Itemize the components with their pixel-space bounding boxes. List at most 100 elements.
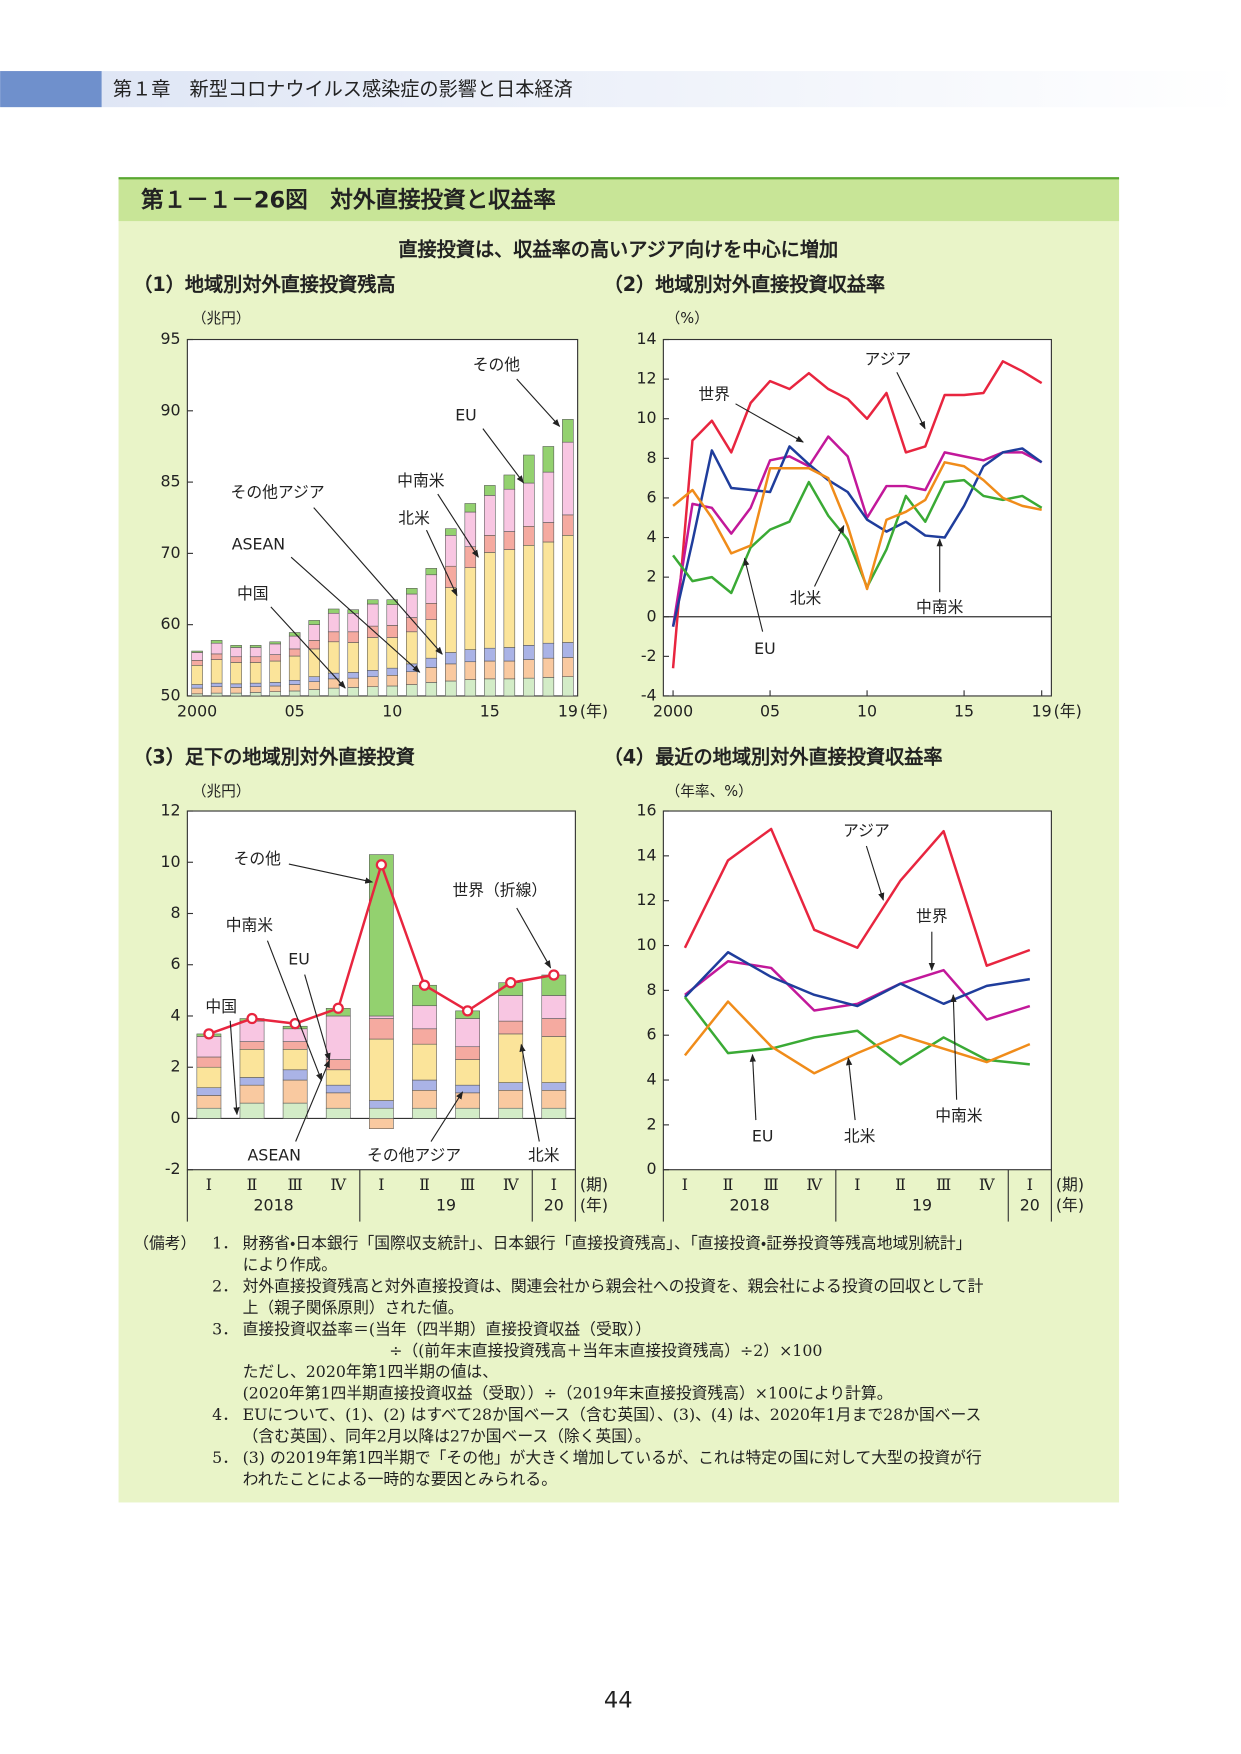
note-line: 財務省・日本銀行「国際収支統計」、日本銀行「直接投資残高」、「直接投資・証券投資… [243,1234,972,1253]
bar-segment [366,686,379,697]
bar-segment [196,1087,222,1096]
bar-segment [541,1018,567,1037]
series-line [683,996,1030,1066]
y-tick-label: 90 [160,400,180,419]
bar-segment [366,670,379,677]
chart-title: （4）最近の地域別対外直接投資収益率 [604,745,943,768]
line-marker [505,977,517,989]
page-number: 44 [604,1687,633,1713]
bar-segment [498,1090,524,1109]
y-tick-label: 0 [647,606,657,625]
x-tick-label: Ⅰ [854,1175,860,1194]
series-line [672,461,1042,591]
bar-segment [541,1082,567,1091]
y-tick-label: 2 [171,1057,181,1076]
bar-segment [484,660,496,680]
bar-segment [269,641,281,645]
x-tick-label: 10 [382,701,402,720]
bar-segment [542,657,555,678]
bar-segment [366,603,379,627]
bar-segment [191,650,203,653]
bar-segment [249,692,262,697]
y-unit: （年率、%） [666,783,753,800]
y-tick-label: 12 [637,369,657,388]
x-tick-label: Ⅲ [936,1175,951,1194]
bar-segment [562,657,574,677]
series-label: 中国 [205,997,237,1016]
y-tick-label: 4 [647,527,657,546]
note-line: EUについて、(1)、(2) はすべて28か国ベース（含む英国）、(3)、(4)… [243,1405,982,1424]
bar-segment [308,681,320,690]
label-arrow [229,1020,240,1116]
x-tick-label: Ⅱ [723,1175,734,1194]
line-marker [246,1012,258,1025]
bar-segment [369,1100,394,1109]
label-arrow [865,845,885,901]
x-tick-label: Ⅰ [551,1175,557,1194]
y-tick-label: 8 [647,448,657,467]
bar-segment [386,685,399,697]
x-group-label: 2018 [253,1195,293,1214]
y-tick-label: 14 [637,329,657,348]
bar-segment [288,679,301,685]
bar-segment [412,1043,437,1081]
label-arrow [743,557,764,632]
x-tick-label: 05 [760,701,780,720]
x-tick-label: Ⅱ [247,1175,258,1194]
bar-segment [196,1095,222,1109]
series-line [671,360,1043,669]
bar-segment [386,675,399,687]
bar-segment [288,690,301,697]
bar-segment [249,662,262,684]
series-line [671,435,1043,627]
bar-segment [249,656,262,663]
bar-segment [445,587,457,653]
bar-segment [191,693,203,697]
bar-segment [464,503,477,513]
y-tick-label: 12 [160,801,180,820]
x-tick-label: 2000 [653,701,693,720]
bar-segment [366,637,379,671]
label-arrow [896,371,926,430]
bar-segment [406,593,418,618]
bar-segment [282,1041,308,1050]
label-arrow [735,403,804,443]
series-label: 世界 [698,384,730,403]
label-arrow [749,1053,757,1121]
bar-segment [445,663,457,682]
bar-segment [412,1079,437,1091]
label-arrow [290,556,421,673]
label-arrow [430,1091,464,1142]
bar-segment [498,1033,524,1083]
bar-segment [369,1015,394,1019]
bar-segment [386,599,399,605]
bar-segment [412,1107,437,1119]
label-arrow [482,428,524,484]
bar-segment [369,1038,394,1101]
bar-segment [464,661,477,680]
series-label: 中南米 [916,597,964,616]
bar-segment [210,642,223,655]
line-marker [548,969,560,981]
bar-segment [325,1069,351,1086]
x-unit: (年) [580,701,608,720]
bar-segment [327,608,340,614]
chapter-title: 第１章 新型コロナウイルス感染症の影響と日本経済 [113,78,573,101]
header-block [0,71,102,108]
y-tick-label: 10 [637,935,657,954]
note-number: 5． [212,1448,238,1467]
note-line: ÷（(前年末直接投資残高＋当年末直接投資残高）÷2）×100 [389,1341,822,1360]
bar-segment [191,665,203,685]
bar-segment [369,854,394,1017]
bar-segment [230,656,242,663]
series-line [684,951,1031,1008]
label-arrow [845,1057,856,1121]
bar-segment [562,514,574,536]
bar-segment [308,648,320,677]
series-label: 中南米 [397,471,445,490]
series-label: EU [752,1126,774,1145]
bar-segment [445,528,457,536]
bar-segment [542,677,555,697]
bar-segment [503,549,516,648]
